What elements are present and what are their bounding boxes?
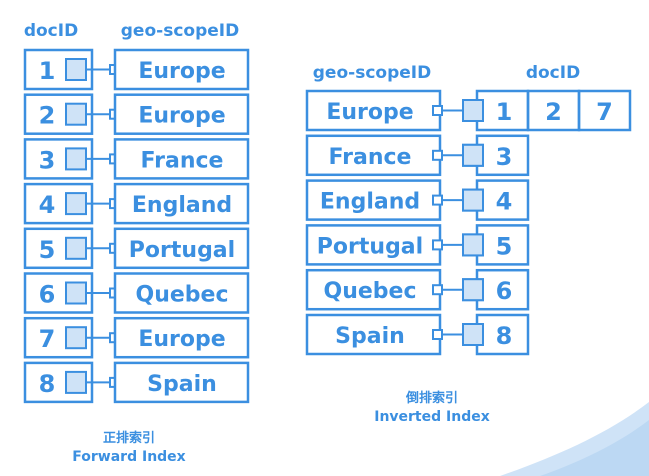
pointer-square-overlay bbox=[462, 99, 484, 122]
connector-end bbox=[432, 105, 443, 116]
inverted-geo-label: Quebec bbox=[324, 279, 417, 304]
forward-doc-box bbox=[23, 138, 94, 180]
forward-geo-box bbox=[113, 316, 250, 359]
forward-header-geoscope: geo-scopeID bbox=[121, 21, 239, 41]
inverted-caption-cn: 倒排索引 bbox=[405, 390, 458, 406]
forward-doc-id: 5 bbox=[39, 236, 56, 264]
inverted-geo-box bbox=[305, 224, 442, 266]
forward-row: 5 Portugal bbox=[23, 227, 250, 270]
forward-doc-id: 4 bbox=[39, 191, 56, 219]
forward-doc-id: 3 bbox=[39, 146, 56, 174]
forward-geo-label: Portugal bbox=[129, 238, 235, 263]
inverted-caption-en: Inverted Index bbox=[374, 409, 490, 425]
inverted-row: Quebec 6 bbox=[305, 268, 530, 311]
posting-doc-id: 4 bbox=[496, 188, 513, 216]
inverted-header-docid: docID bbox=[526, 63, 580, 83]
inverted-geo-label: Portugal bbox=[317, 234, 423, 259]
pointer-square-overlay bbox=[462, 323, 484, 346]
inverted-row: Portugal 5 bbox=[305, 224, 530, 266]
pointer-square bbox=[65, 102, 87, 126]
forward-caption-cn: 正排索引 bbox=[103, 430, 155, 446]
forward-geo-box bbox=[113, 361, 250, 404]
pointer-square bbox=[65, 147, 87, 171]
forward-caption-en: Forward Index bbox=[72, 449, 185, 465]
forward-geo-box bbox=[113, 227, 250, 270]
connector-end bbox=[432, 194, 443, 206]
inverted-geo-label: France bbox=[329, 145, 412, 170]
inverted-geo-box bbox=[305, 134, 442, 177]
inverted-row: England 4 bbox=[305, 179, 530, 221]
pointer-square bbox=[65, 58, 87, 81]
forward-geo-box bbox=[113, 93, 250, 135]
pointer-square bbox=[65, 370, 87, 394]
forward-geo-label: Quebec bbox=[136, 283, 229, 308]
forward-geo-label: Europe bbox=[138, 327, 225, 352]
pointer-square-overlay bbox=[462, 188, 484, 212]
pointer-square-overlay bbox=[462, 233, 484, 257]
connector-end bbox=[432, 329, 443, 340]
forward-geo-label: Spain bbox=[147, 372, 217, 397]
pointer-square-overlay bbox=[462, 143, 484, 167]
inverted-row: Europe 1 2 7 bbox=[305, 89, 632, 132]
inverted-geo-label: England bbox=[320, 190, 420, 215]
forward-geo-label: Europe bbox=[138, 59, 225, 84]
inverted-geo-box bbox=[305, 179, 442, 221]
forward-row: 6 Quebec bbox=[23, 272, 250, 314]
corner-wave-decoration-inner bbox=[540, 420, 649, 476]
inverted-geo-box bbox=[305, 313, 442, 356]
pointer-square bbox=[65, 326, 87, 350]
posting-doc-id: 7 bbox=[596, 98, 613, 126]
forward-index: 1 Europe 2 Europe 3 France 4 England 5 Portugal 6 Q… bbox=[23, 48, 250, 404]
forward-doc-id: 1 bbox=[39, 57, 56, 85]
forward-geo-box bbox=[113, 48, 250, 91]
forward-header-docid: docID bbox=[24, 21, 78, 41]
inverted-geo-label: Europe bbox=[326, 100, 413, 125]
posting-doc-id: 5 bbox=[496, 232, 513, 260]
pointer-square bbox=[65, 192, 87, 216]
forward-row: 3 France bbox=[23, 138, 250, 180]
connector-end bbox=[432, 149, 443, 161]
pointer-square-overlay bbox=[462, 278, 484, 302]
pointer-square bbox=[65, 281, 87, 305]
inverted-geo-box bbox=[305, 268, 442, 311]
inverted-row: Spain 8 bbox=[305, 313, 530, 356]
posting-doc-id: 2 bbox=[545, 98, 562, 126]
posting-doc-id: 1 bbox=[496, 98, 513, 126]
forward-doc-id: 8 bbox=[39, 370, 56, 398]
pointer-square bbox=[65, 236, 87, 260]
inverted-header-geoscope: geo-scopeID bbox=[313, 63, 431, 83]
inverted-row: France 3 bbox=[305, 134, 530, 177]
forward-row: 7 Europe bbox=[23, 316, 250, 359]
inverted-geo-label: Spain bbox=[335, 324, 405, 349]
forward-row: 1 Europe bbox=[23, 48, 250, 91]
forward-geo-box bbox=[113, 182, 250, 225]
forward-row: 8 Spain bbox=[23, 361, 250, 404]
forward-row: 2 Europe bbox=[23, 93, 250, 135]
connector-end bbox=[432, 284, 443, 296]
forward-geo-box bbox=[113, 138, 250, 180]
connector-end bbox=[432, 239, 443, 251]
forward-geo-box bbox=[113, 272, 250, 314]
posting-doc-id: 8 bbox=[496, 322, 513, 350]
posting-cell bbox=[577, 89, 632, 132]
forward-doc-id: 2 bbox=[39, 102, 56, 130]
forward-geo-label: England bbox=[132, 193, 232, 218]
forward-row: 4 England bbox=[23, 182, 250, 225]
inverted-index: Europe 1 2 7 France 3 England 4 Portugal 5 Quebec 6… bbox=[305, 89, 632, 356]
posting-doc-id: 6 bbox=[496, 277, 513, 305]
forward-geo-label: Europe bbox=[138, 104, 225, 129]
forward-doc-id: 7 bbox=[39, 325, 56, 353]
forward-geo-label: France bbox=[141, 148, 224, 173]
forward-doc-id: 6 bbox=[39, 281, 56, 309]
posting-doc-id: 3 bbox=[496, 143, 513, 171]
